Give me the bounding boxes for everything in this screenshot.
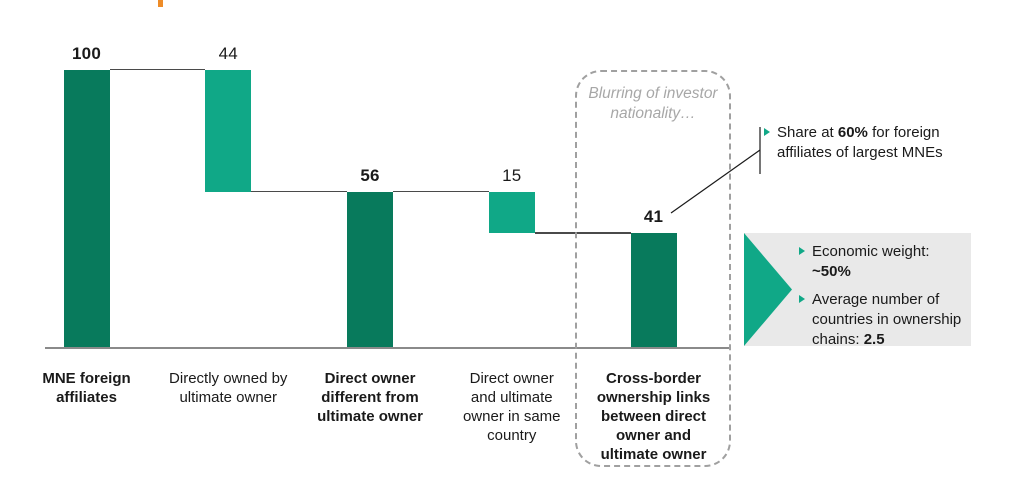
x-axis-line	[45, 347, 731, 349]
fact-text: Average number of countries in ownership…	[812, 291, 962, 348]
waterfall-bar	[205, 70, 252, 192]
key-facts-panel: Economic weight: ~50% Average number of …	[744, 233, 971, 348]
arrow-chevron-icon	[744, 233, 792, 346]
bar-axis-label: Direct owner different from ultimate own…	[317, 370, 423, 425]
share-callout-text: Share at 60% for foreign affiliates of l…	[777, 123, 972, 163]
key-fact-text: Average number of countries in ownership…	[812, 290, 964, 350]
bar-value-label: 100	[72, 44, 101, 63]
waterfall-bar	[347, 191, 393, 347]
blurring-line-2: nationality…	[610, 105, 696, 122]
triangle-bullet-icon	[799, 247, 805, 255]
share-text-pre: Share at	[777, 124, 838, 141]
connector-line	[393, 190, 489, 193]
cropped-title-fragment	[158, 0, 163, 7]
share-text-bold: 60%	[837, 124, 868, 141]
bar-axis-label: MNE foreign affiliates	[42, 370, 131, 406]
bar-axis-label: Direct owner and ultimate owner in same …	[462, 370, 561, 444]
bar-value-label: 15	[502, 165, 522, 185]
share-callout: Share at 60% for foreign affiliates of l…	[764, 123, 972, 163]
key-fact-item-economic-weight: Economic weight: ~50%	[799, 242, 964, 282]
blurring-annotation-text: Blurring of investor nationality…	[575, 84, 731, 124]
triangle-bullet-icon	[764, 128, 770, 136]
connector-line	[534, 232, 631, 234]
waterfall-bar	[63, 70, 110, 347]
waterfall-bar	[630, 233, 677, 347]
connector-line	[251, 190, 347, 193]
waterfall-bar	[488, 191, 535, 234]
connector-line	[109, 69, 206, 71]
key-facts-list: Economic weight: ~50% Average number of …	[799, 242, 964, 350]
fact-text: Economic weight:	[812, 243, 930, 260]
blurring-line-1: Blurring of investor	[588, 85, 718, 102]
fact-bold: ~50%	[812, 263, 851, 280]
fact-bold: 2.5	[863, 331, 885, 348]
triangle-bullet-icon	[799, 295, 805, 303]
key-fact-text: Economic weight: ~50%	[812, 242, 964, 282]
bar-value-label: 44	[218, 44, 238, 63]
blurring-annotation-box	[575, 70, 731, 467]
share-text-post: for foreign affiliates of largest MNEs	[777, 124, 943, 161]
bar-axis-label: Directly owned by ultimate owner	[169, 370, 288, 406]
bar-value-label: 56	[360, 165, 380, 185]
bar-axis-label: Cross-border ownership links between dir…	[596, 370, 711, 463]
bar-value-label: 41	[643, 207, 664, 227]
key-fact-item-ownership-chains: Average number of countries in ownership…	[799, 290, 964, 350]
